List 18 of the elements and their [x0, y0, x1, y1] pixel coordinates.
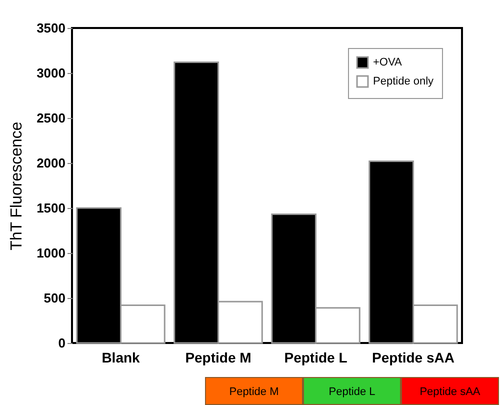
y-tick-label: 1000 — [36, 246, 66, 260]
y-tick-label: 2500 — [36, 110, 66, 126]
y-tick-label: 0 — [58, 336, 66, 350]
x-tick-label: Peptide M — [185, 350, 252, 366]
y-tick-label: 1500 — [36, 200, 66, 216]
text: Peptide M — [205, 377, 303, 405]
y-tick-label: 3000 — [36, 66, 66, 80]
y-tick-label: 2000 — [36, 156, 66, 170]
y-tick-label: 3500 — [36, 20, 66, 36]
legend-label: +OVA — [373, 56, 402, 68]
y-axis-title: ThT Fluorescence — [8, 122, 26, 250]
legend-label: Peptide only — [373, 76, 434, 88]
y-tick-label: 500 — [44, 290, 66, 306]
x-tick-label: Peptide sAA — [372, 350, 454, 366]
x-tick-label: Blank — [102, 350, 140, 366]
x-tick-label: Peptide L — [284, 350, 348, 366]
text: Peptide L — [303, 377, 401, 405]
text: Peptide sAA — [401, 377, 499, 405]
